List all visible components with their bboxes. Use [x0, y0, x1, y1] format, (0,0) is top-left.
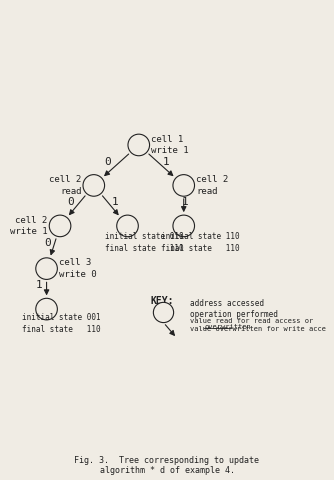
Text: cell 2
read: cell 2 read	[49, 175, 81, 196]
Text: cell 1
write 1: cell 1 write 1	[151, 134, 189, 156]
Circle shape	[128, 134, 150, 156]
Text: initial state 001
final state   110: initial state 001 final state 110	[22, 313, 101, 334]
Circle shape	[36, 298, 57, 320]
Text: 0: 0	[44, 238, 51, 248]
Text: initial state 010
final state   110: initial state 010 final state 110	[105, 232, 184, 253]
Text: 0: 0	[67, 197, 73, 207]
Text: initial state 110
final state   110: initial state 110 final state 110	[161, 232, 240, 253]
Text: 0: 0	[104, 157, 111, 167]
Text: cell 2
read: cell 2 read	[196, 175, 228, 196]
Text: Fig. 3.  Tree corresponding to update
algorithm * d of example 4.: Fig. 3. Tree corresponding to update alg…	[74, 456, 260, 475]
Text: value read for read access or
value overwritten for write acce: value read for read access or value over…	[190, 318, 326, 332]
Text: cell 3
write 0: cell 3 write 0	[59, 258, 97, 279]
Text: cell 2
write 1: cell 2 write 1	[10, 216, 48, 236]
Circle shape	[173, 175, 194, 196]
Text: overwritten: overwritten	[204, 324, 251, 330]
Text: address accessed
operation performed: address accessed operation performed	[190, 299, 278, 320]
Text: 1: 1	[181, 197, 188, 207]
Circle shape	[173, 215, 194, 237]
Text: 1: 1	[162, 157, 169, 167]
Circle shape	[117, 215, 138, 237]
Text: KEY:: KEY:	[150, 296, 173, 306]
Text: 1: 1	[112, 197, 119, 207]
Circle shape	[83, 175, 105, 196]
Circle shape	[36, 258, 57, 279]
Text: 1: 1	[35, 280, 42, 290]
Circle shape	[49, 215, 71, 237]
Circle shape	[153, 302, 174, 323]
